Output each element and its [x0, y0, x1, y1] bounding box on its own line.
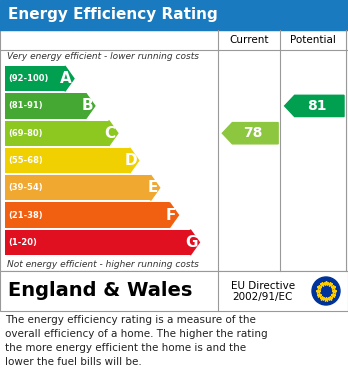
Text: Potential: Potential: [290, 35, 336, 45]
Text: Very energy efficient - lower running costs: Very energy efficient - lower running co…: [7, 52, 199, 61]
Polygon shape: [130, 148, 139, 173]
Text: F: F: [166, 208, 176, 222]
Text: Current: Current: [229, 35, 269, 45]
Bar: [0, 30, 348, 271]
Polygon shape: [151, 175, 160, 201]
Text: C: C: [105, 126, 116, 141]
Text: (39-54): (39-54): [8, 183, 42, 192]
Bar: [5, 120, 109, 146]
Bar: [5, 66, 65, 91]
Bar: [5, 203, 169, 228]
Bar: [0, 0, 348, 30]
Bar: [5, 175, 151, 201]
Text: England & Wales: England & Wales: [8, 282, 192, 301]
Text: Not energy efficient - higher running costs: Not energy efficient - higher running co…: [7, 260, 199, 269]
Circle shape: [312, 277, 340, 305]
Text: B: B: [81, 99, 93, 113]
Text: The energy efficiency rating is a measure of the
overall efficiency of a home. T: The energy efficiency rating is a measur…: [5, 315, 268, 367]
Bar: [5, 148, 130, 173]
Text: G: G: [185, 235, 197, 250]
Bar: [5, 93, 86, 118]
Text: Energy Efficiency Rating: Energy Efficiency Rating: [8, 7, 218, 23]
Polygon shape: [285, 95, 344, 117]
Text: (55-68): (55-68): [8, 156, 43, 165]
Polygon shape: [86, 93, 95, 118]
Text: 78: 78: [244, 126, 263, 140]
Text: (92-100): (92-100): [8, 74, 48, 83]
Text: (1-20): (1-20): [8, 238, 37, 247]
Text: E: E: [147, 180, 158, 195]
Polygon shape: [169, 203, 179, 228]
Polygon shape: [190, 230, 199, 255]
Text: (81-91): (81-91): [8, 101, 42, 110]
Bar: [5, 230, 190, 255]
Text: (69-80): (69-80): [8, 129, 42, 138]
Text: 2002/91/EC: 2002/91/EC: [232, 292, 293, 302]
Text: 81: 81: [308, 99, 327, 113]
Text: D: D: [124, 153, 137, 168]
Polygon shape: [109, 120, 118, 146]
Bar: [0, 271, 348, 311]
Text: EU Directive: EU Directive: [231, 281, 295, 291]
Polygon shape: [222, 122, 278, 144]
Text: (21-38): (21-38): [8, 211, 42, 220]
Text: A: A: [60, 71, 72, 86]
Polygon shape: [65, 66, 74, 91]
